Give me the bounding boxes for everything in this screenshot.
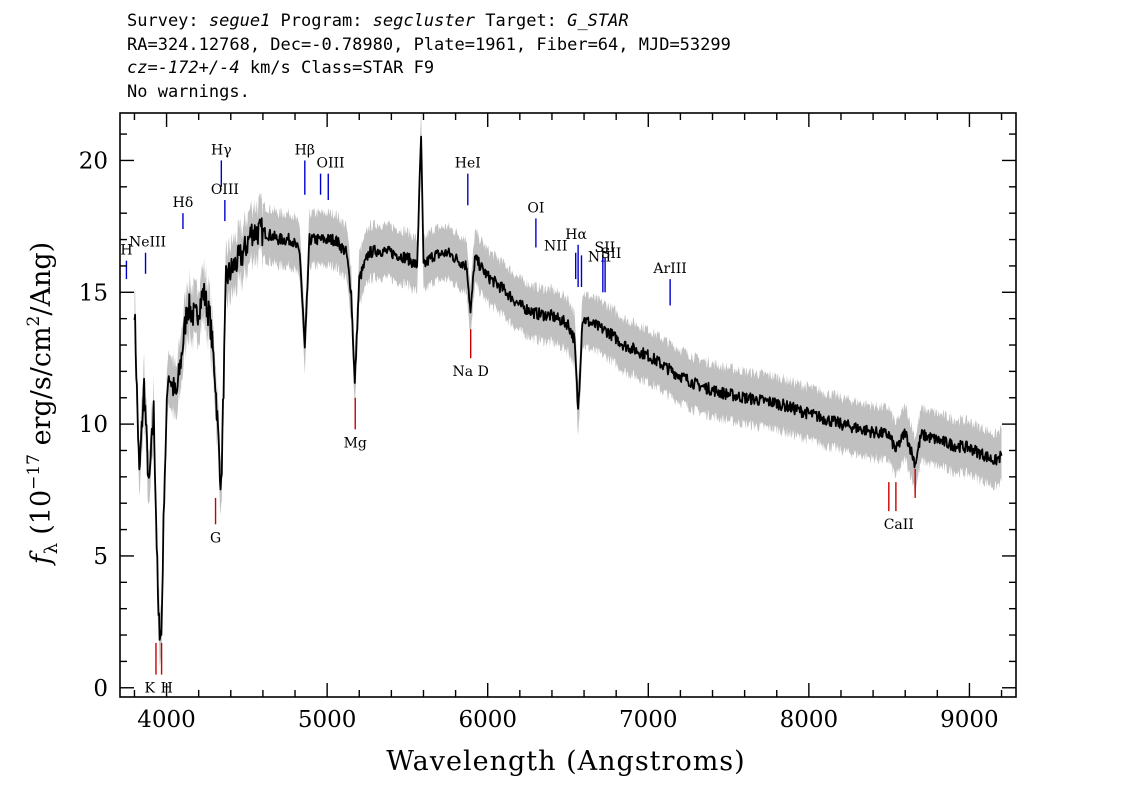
x-tick-label: 6000	[458, 707, 517, 733]
x-tick-label: 9000	[940, 707, 999, 733]
line-marker-label: SII	[601, 246, 622, 262]
line-marker-label: OI	[527, 200, 544, 216]
x-tick-label: 5000	[298, 707, 357, 733]
line-marker-label: ArIII	[652, 261, 686, 277]
header-line-4: No warnings.	[127, 81, 250, 102]
x-axis-ticks: 4000 5000 6000 7000 8000 9000	[133, 113, 1003, 733]
flux-series	[133, 135, 1003, 641]
flux-line	[133, 135, 1003, 641]
y-label-exponent: −17	[24, 454, 44, 490]
line-marker-label: K	[144, 681, 155, 697]
y-label-lambda: λ	[41, 543, 62, 554]
y-axis-ticks: 0 5 10 15 20	[79, 133, 1016, 702]
line-marker-label: OIII	[317, 156, 345, 172]
x-tick-label: 7000	[619, 707, 678, 733]
y-label-squared: 2	[24, 316, 44, 327]
header-survey-value: segue1	[208, 11, 271, 31]
line-marker-label: H	[120, 243, 132, 259]
line-marker-label: OIII	[211, 182, 239, 198]
error-band-area	[134, 110, 1002, 667]
x-tick-label: 4000	[137, 707, 196, 733]
header-class: km/s Class=STAR F9	[239, 58, 435, 78]
y-label-unit-a: (10	[26, 490, 57, 535]
x-tick-label: 8000	[780, 707, 839, 733]
header-survey-label: Survey:	[127, 11, 209, 31]
header-line-1: Survey: segue1 Program: segcluster Targe…	[127, 10, 731, 34]
line-marker-label: SII	[595, 240, 616, 256]
line-marker-label: G	[210, 530, 221, 546]
spectrum-header: Survey: segue1 Program: segcluster Targe…	[127, 10, 731, 104]
y-tick-label: 0	[93, 676, 108, 702]
line-marker-label: Hγ	[211, 142, 232, 158]
line-marker-label: Hα	[565, 227, 587, 243]
line-marker-label: Mg	[344, 435, 367, 451]
line-marker-label: CaII	[884, 517, 914, 533]
header-program-value: segcluster	[372, 11, 476, 31]
y-tick-label: 20	[79, 148, 108, 174]
line-marker-label: HeI	[455, 156, 481, 172]
line-marker-label: Hβ	[295, 142, 315, 158]
line-marker-label: Na D	[453, 364, 489, 380]
header-redshift: cz=-172+/-4	[127, 58, 240, 78]
error-band	[134, 110, 1002, 667]
line-marker-label: Hδ	[173, 195, 194, 211]
line-marker-label: NII	[544, 239, 567, 255]
y-label-unit-b: erg/s/cm	[26, 326, 57, 454]
plot-frame	[119, 112, 1017, 698]
y-tick-label: 10	[79, 412, 108, 438]
y-axis-label: fλ(10−17 erg/s/cm2/Ang)	[24, 242, 62, 566]
header-line-3: cz=-172+/-4 km/s Class=STAR F9	[127, 57, 731, 81]
header-program-label: Program:	[270, 11, 373, 31]
y-label-unit-c: /Ang)	[26, 242, 57, 316]
x-axis-label: Wavelength (Angstroms)	[386, 746, 745, 777]
header-line-2: RA=324.12768, Dec=-0.78980, Plate=1961, …	[127, 34, 731, 55]
y-tick-label: 5	[93, 544, 108, 570]
line-marker-label: NeIII	[129, 235, 166, 251]
header-target-value: G_STAR	[567, 11, 629, 31]
y-tick-label: 15	[79, 280, 108, 306]
header-target-label: Target:	[475, 11, 568, 31]
